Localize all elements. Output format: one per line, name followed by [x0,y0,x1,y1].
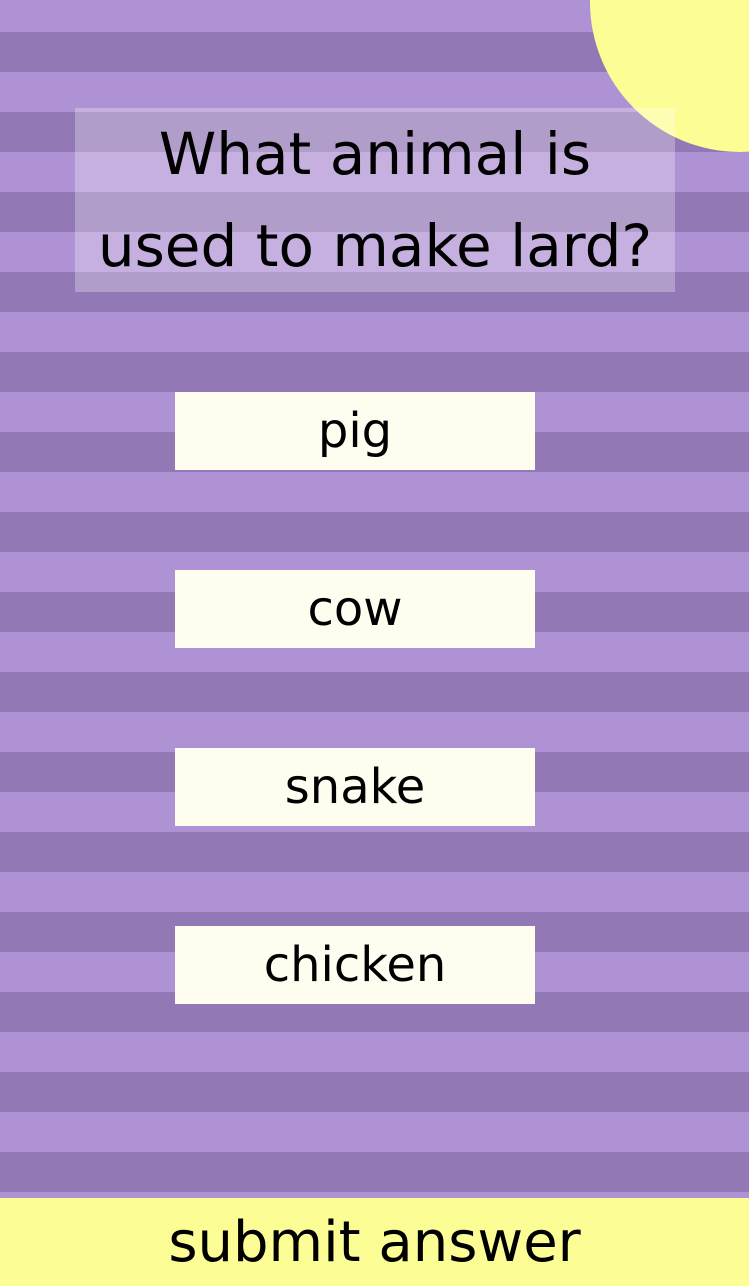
question-panel: What animal is used to make lard? [75,108,675,292]
answer-option-snake[interactable]: snake [175,748,535,826]
submit-answer-button[interactable]: submit answer [0,1198,749,1286]
answer-option-chicken[interactable]: chicken [175,926,535,1004]
answer-option-cow[interactable]: cow [175,570,535,648]
question-text: What animal is used to make lard? [97,120,653,280]
answer-option-pig[interactable]: pig [175,392,535,470]
